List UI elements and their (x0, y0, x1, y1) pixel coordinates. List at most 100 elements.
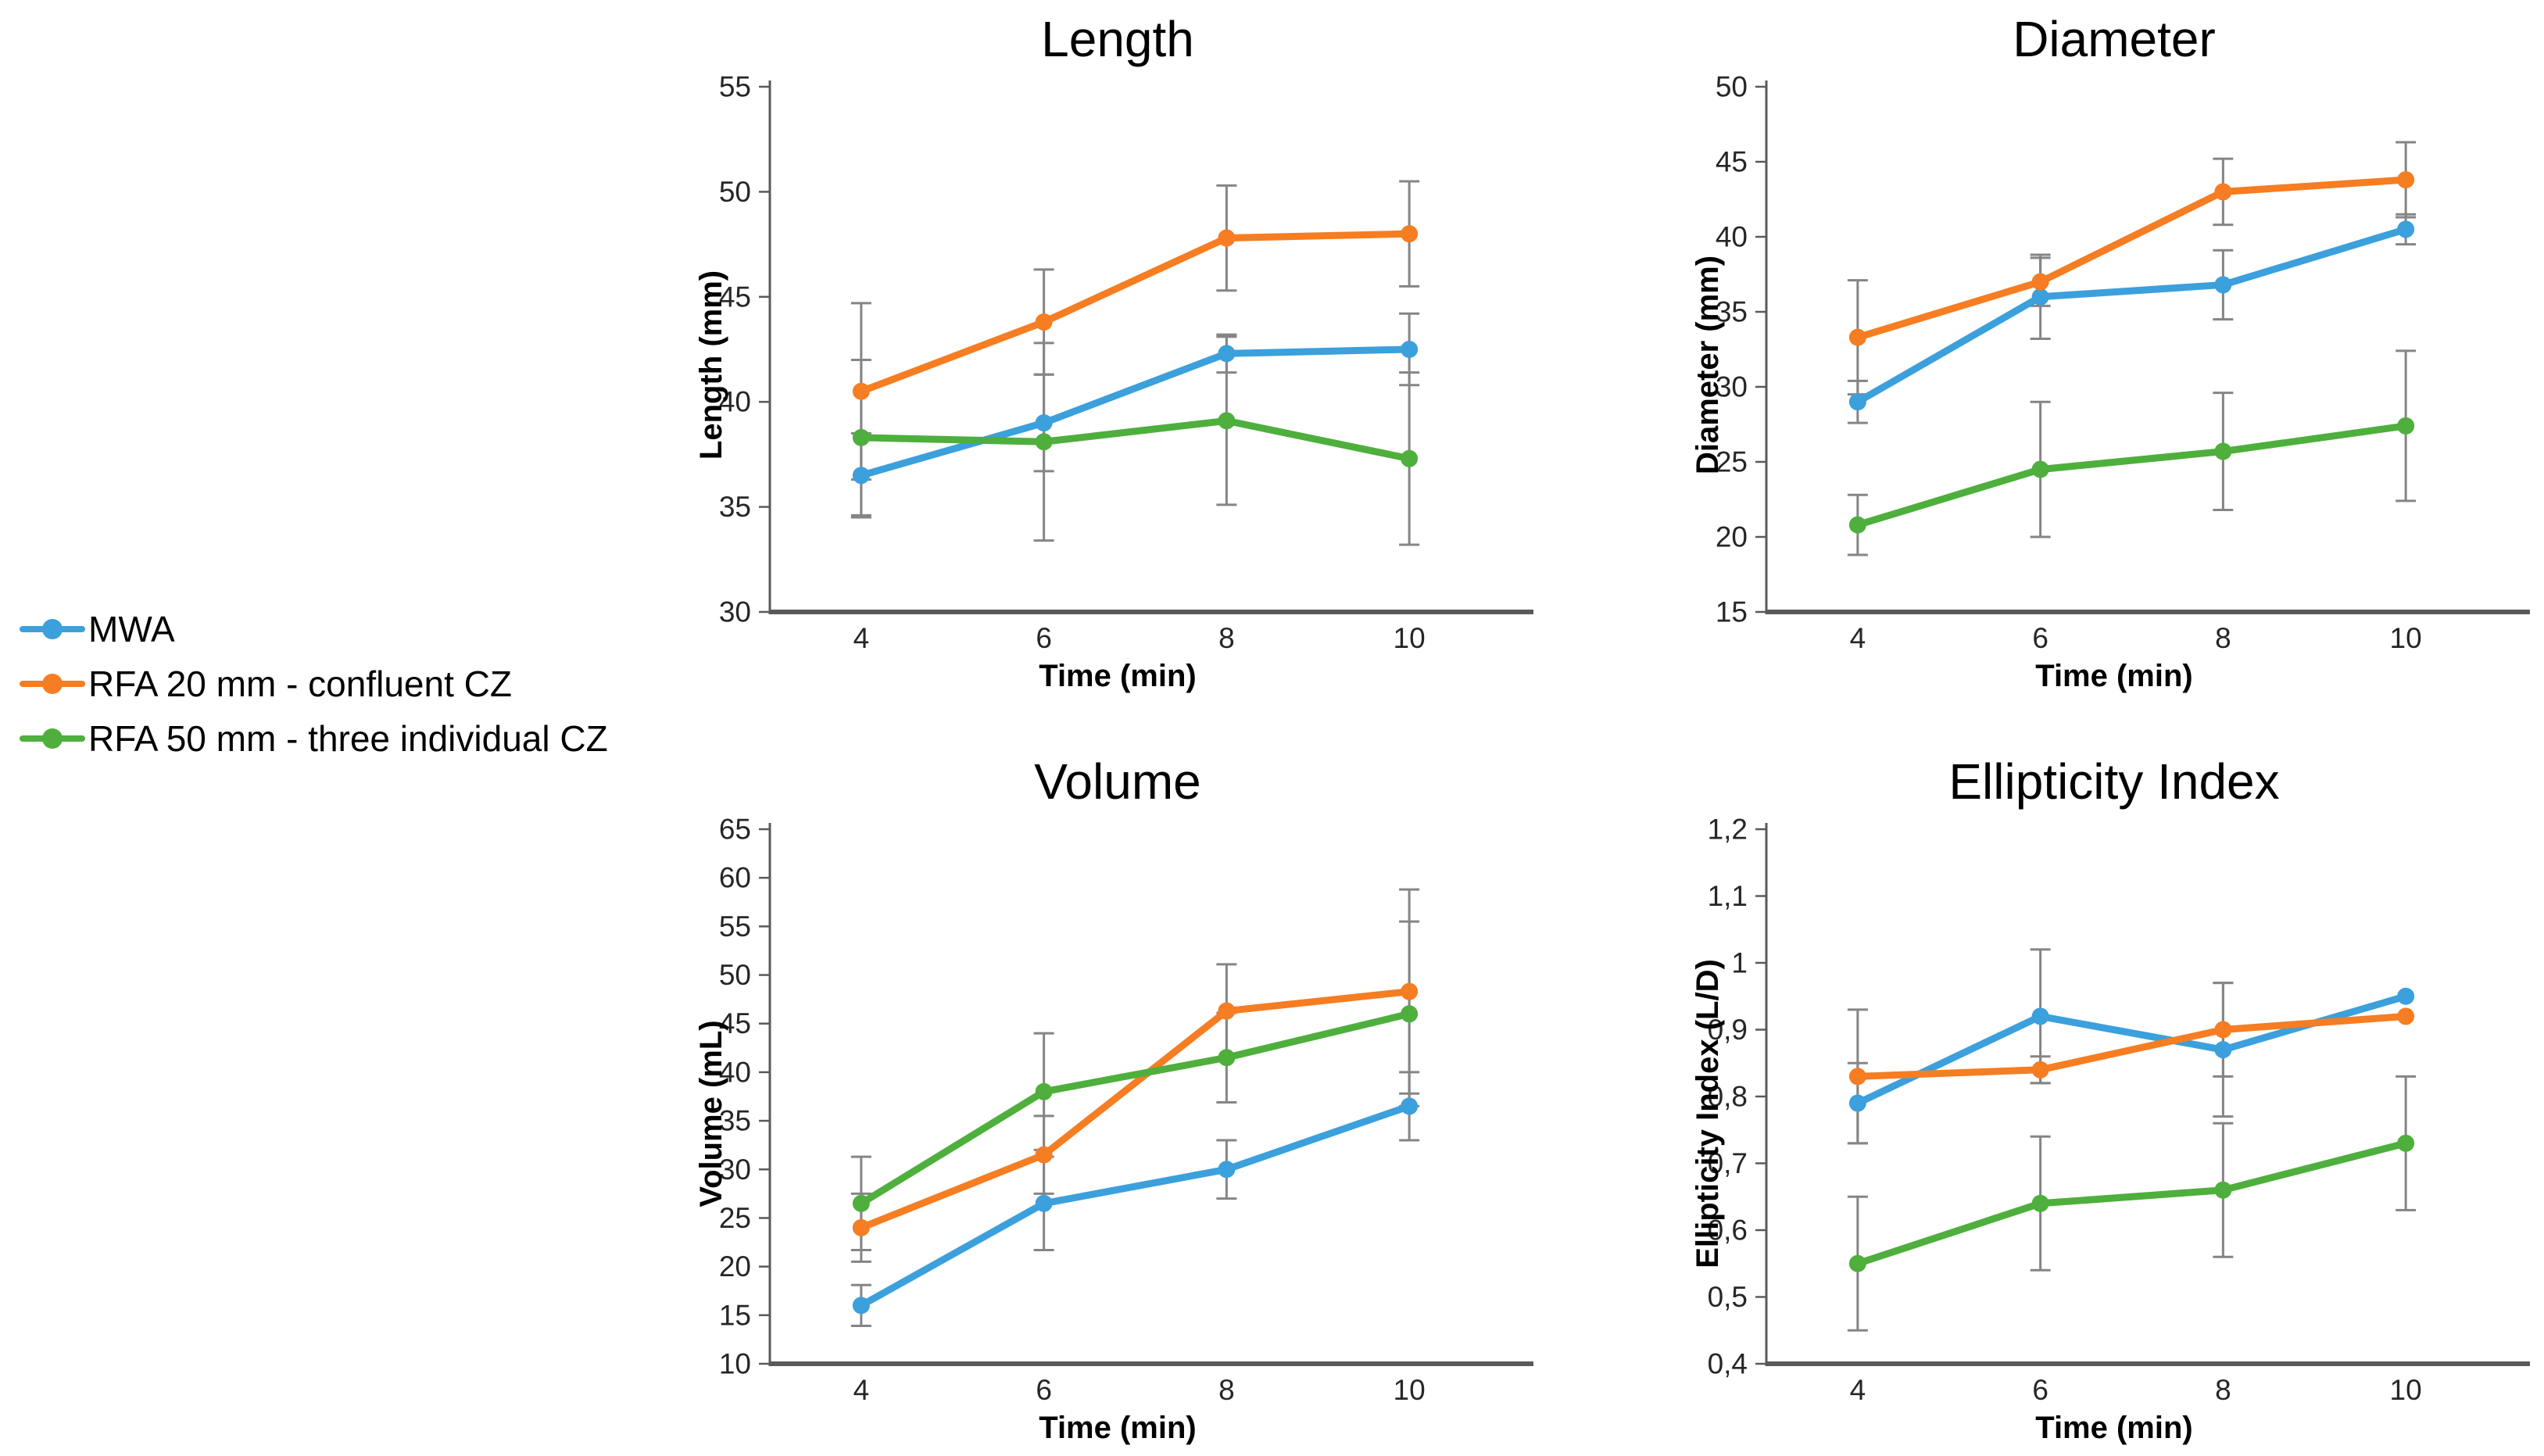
data-point (1035, 1082, 1053, 1100)
data-point (1401, 341, 1419, 358)
data-point (1401, 982, 1419, 1000)
data-point (2031, 1007, 2049, 1025)
y-tick-label: 60 (719, 862, 751, 894)
y-tick-label: 0,4 (1708, 1348, 1748, 1380)
series-line (857, 988, 1413, 1232)
chart-title: Diameter (2013, 11, 2216, 67)
y-tick-label: 20 (719, 1250, 751, 1282)
x-tick-label: 4 (1850, 1374, 1866, 1406)
plot-area-volume: 65 60 55 50 45 40 35 30 25 20 15 10 4 6 8 10 (719, 817, 1533, 1406)
y-tick-label: 25 (719, 1202, 751, 1234)
y-tick-label: 30 (719, 1154, 751, 1186)
data-point (852, 467, 870, 485)
x-tick-label: 8 (1218, 1374, 1235, 1406)
legend-dot-icon (42, 674, 63, 694)
legend-dot-icon (42, 619, 63, 639)
series-line (857, 230, 1413, 395)
x-axis-title: Time (min) (1039, 1411, 1197, 1445)
data-point (2397, 220, 2415, 238)
data-point (1218, 412, 1236, 430)
legend-item-label: RFA 20 mm - confluent CZ (88, 664, 512, 704)
y-tick-label: 45 (719, 281, 751, 313)
x-tick-label: 6 (1036, 622, 1052, 654)
x-tick-label: 10 (1394, 622, 1426, 654)
y-axis-title: Volume (mL) (694, 1020, 728, 1207)
data-point (2214, 442, 2232, 460)
data-point (2031, 273, 2049, 291)
series-line (1854, 1139, 2410, 1268)
y-tick-label: 45 (719, 1007, 751, 1039)
y-tick-label: 45 (1716, 146, 1748, 178)
x-tick-label: 6 (2032, 1374, 2048, 1406)
data-point (852, 1297, 870, 1315)
y-tick-label: 35 (1716, 296, 1748, 328)
series-line (1854, 225, 2410, 406)
x-tick-label: 8 (2215, 622, 2231, 654)
data-point (1848, 393, 1866, 411)
series-line (1854, 1012, 2410, 1080)
x-tick-label: 10 (2390, 622, 2422, 654)
data-point (1035, 1146, 1053, 1164)
x-tick-label: 8 (2215, 1374, 2231, 1406)
y-axis-title: Length (mm) (694, 270, 728, 460)
y-tick-label: 15 (1716, 596, 1748, 628)
data-point (1848, 328, 1866, 346)
chart-title: Volume (1034, 753, 1201, 810)
data-point (1035, 313, 1053, 331)
y-axis-title: Diameter (mm) (1691, 255, 1725, 475)
chart-title: Ellipticity Index (1948, 753, 2280, 810)
legend-dot-icon (42, 728, 63, 749)
y-tick-label: 0,8 (1708, 1081, 1748, 1113)
y-tick-label: 40 (1716, 221, 1748, 253)
series-line (1854, 176, 2410, 342)
data-point (1848, 1254, 1866, 1272)
data-point (2031, 1194, 2049, 1212)
y-tick-label: 50 (1716, 74, 1748, 103)
chart-volume: Volume Volume (mL) 65 60 55 50 45 40 35 30 25 20 1… (680, 746, 1540, 1450)
x-tick-label: 10 (1394, 1374, 1426, 1406)
series-line (857, 345, 1413, 479)
y-tick-label: 35 (719, 491, 751, 523)
data-point (1218, 229, 1236, 247)
data-point (1401, 1005, 1419, 1023)
data-point (852, 382, 870, 400)
series-line (857, 1102, 1413, 1309)
y-tick-label: 40 (719, 386, 751, 418)
y-tick-label: 25 (1716, 446, 1748, 478)
x-tick-label: 6 (1036, 1374, 1052, 1406)
chart-length: Length Length (mm) 55 50 45 40 35 30 4 6 8 10 Tim… (680, 4, 1540, 698)
y-tick-label: 0,6 (1708, 1215, 1748, 1247)
legend-marker-rfa50 (20, 711, 85, 766)
y-tick-label: 40 (719, 1056, 751, 1088)
y-tick-label: 35 (719, 1105, 751, 1137)
data-point (2214, 276, 2232, 294)
x-tick-label: 4 (853, 622, 870, 654)
legend-marker-rfa20 (20, 656, 85, 711)
data-point (2397, 987, 2415, 1005)
y-tick-label: 20 (1716, 521, 1748, 553)
data-point (2397, 171, 2415, 189)
y-tick-label: 0,9 (1708, 1014, 1748, 1046)
data-point (1218, 1161, 1236, 1179)
x-tick-label: 10 (2390, 1374, 2422, 1406)
legend: MWA RFA 20 mm - confluent CZ RFA 50 mm -… (20, 602, 608, 766)
x-axis-title: Time (min) (2035, 1411, 2193, 1445)
data-point (852, 1194, 870, 1212)
data-point (2397, 1134, 2415, 1152)
plot-area-ellipticity: 1,2 1,1 1 0,9 0,8 0,7 0,6 0,5 0,4 4 6 8 10 (1708, 817, 2530, 1406)
x-axis-title: Time (min) (2035, 659, 2193, 693)
y-tick-label: 1,2 (1708, 817, 1748, 846)
y-tick-label: 1,1 (1708, 880, 1748, 912)
legend-item-mwa: MWA (20, 602, 608, 656)
data-point (1035, 433, 1053, 451)
y-axis-title: Ellipticity Index (L/D) (1691, 959, 1725, 1268)
legend-item-label: MWA (88, 609, 175, 649)
legend-marker-mwa (20, 602, 85, 656)
data-point (852, 428, 870, 446)
y-tick-label: 30 (719, 596, 751, 628)
chart-diameter: Diameter Diameter (mm) 50 45 40 35 30 25 20 15 4… (1676, 4, 2536, 698)
data-point (1035, 414, 1053, 432)
data-point (1035, 1194, 1053, 1212)
data-point (1848, 1068, 1866, 1086)
y-tick-label: 65 (719, 817, 751, 846)
